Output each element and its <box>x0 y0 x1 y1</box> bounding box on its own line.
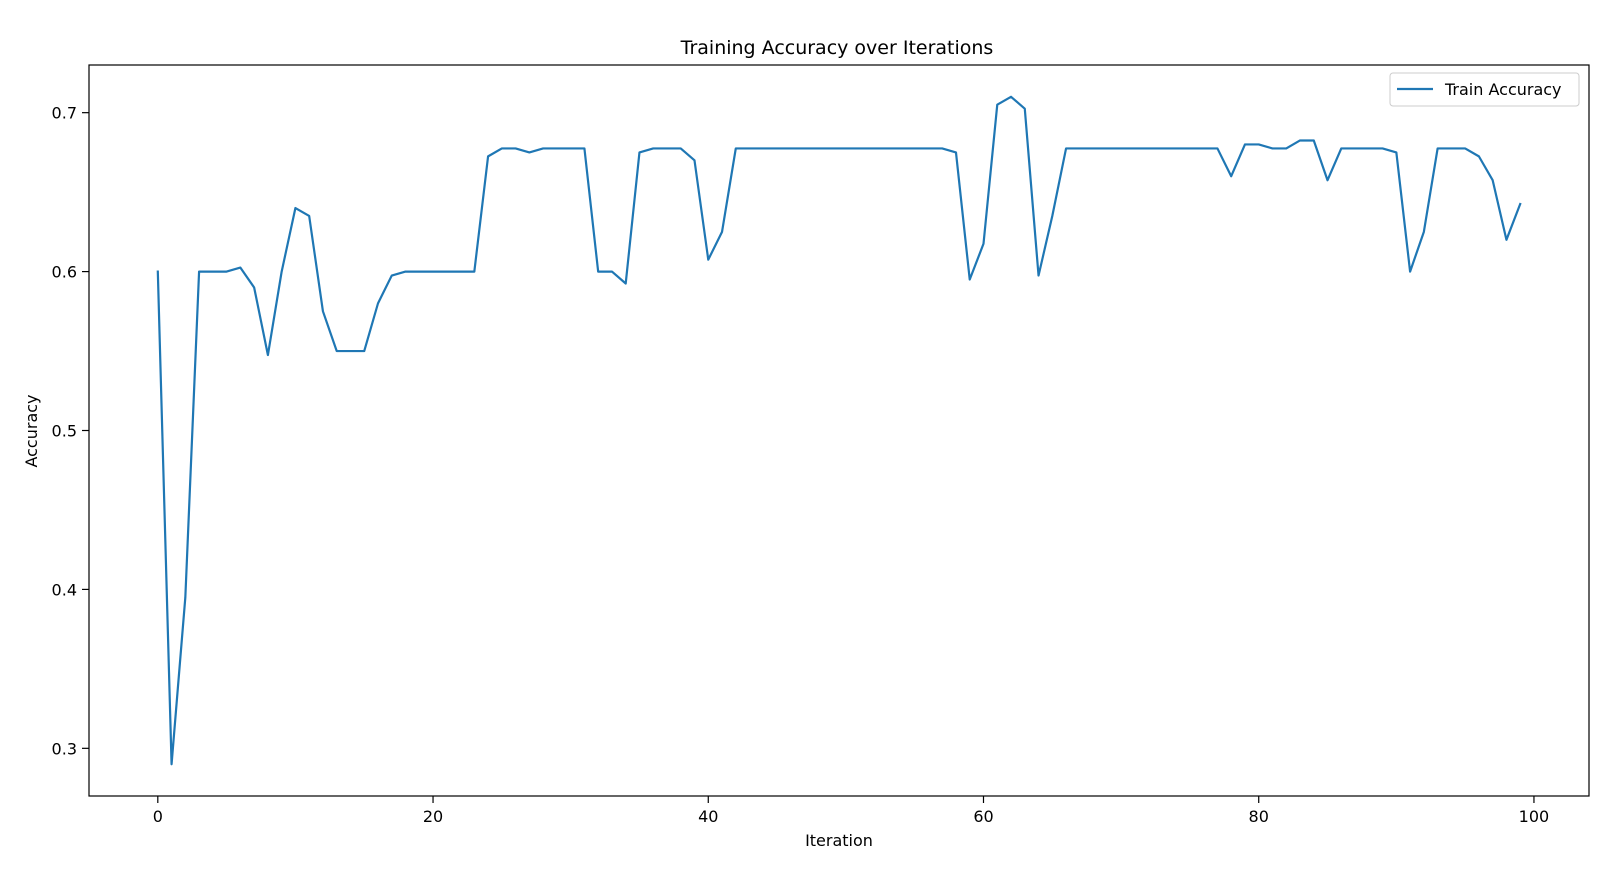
x-tick-label: 80 <box>1249 807 1269 826</box>
legend-box <box>1389 72 1580 107</box>
y-tick-label: 0.5 <box>52 422 77 441</box>
y-axis-label: Accuracy <box>22 394 41 467</box>
y-tick-label: 0.7 <box>52 104 77 123</box>
legend: Train Accuracy <box>1389 72 1580 107</box>
x-tick-label: 40 <box>698 807 718 826</box>
y-tick-label: 0.4 <box>52 580 77 599</box>
series-line-train-accuracy <box>156 95 1522 766</box>
x-tick-label: 100 <box>1519 807 1550 826</box>
y-tick-label: 0.6 <box>52 263 77 282</box>
x-tick-label: 20 <box>423 807 443 826</box>
x-tick-label: 0 <box>153 807 163 826</box>
x-axis-ticks: 0 20 40 60 80 100 <box>153 796 1550 826</box>
y-axis-ticks: 0.3 0.4 0.5 0.6 0.7 <box>52 104 89 758</box>
plot-frame <box>88 64 1590 797</box>
x-tick-label: 60 <box>973 807 993 826</box>
legend-label-train-accuracy: Train Accuracy <box>1444 80 1562 99</box>
y-tick-label: 0.3 <box>52 739 77 758</box>
chart-title: Training Accuracy over Iterations <box>680 37 994 59</box>
x-axis-label: Iteration <box>805 831 873 850</box>
plot-area <box>89 65 1589 796</box>
